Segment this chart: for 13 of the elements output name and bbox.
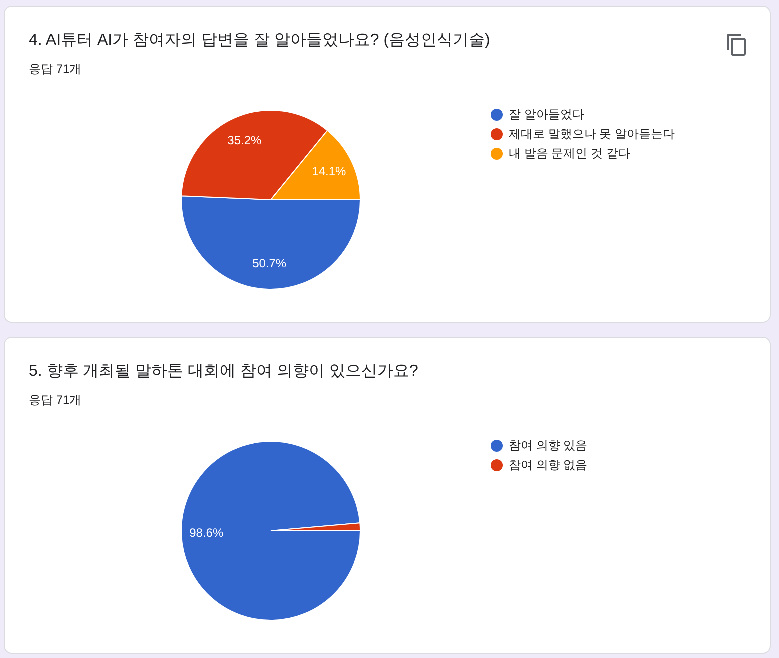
legend-label: 제대로 말했으나 못 알아듣는다 [509, 126, 676, 141]
data-label: 98.6% [190, 526, 224, 540]
text: 응답 71개 [29, 392, 82, 408]
legend-label: 참여 의향 없음 [509, 458, 588, 472]
chart-title: 4. AI튜터 AI가 참여자의 답변을 잘 알아들었나요? (음성인식기술) [29, 31, 490, 51]
text: 응답 71개 [29, 61, 82, 77]
chart-title: 5. 향후 개최될 말하톤 대회에 참여 의향이 있으신가요? [29, 362, 418, 382]
legend-label: 내 발음 문제인 것 같다 [509, 146, 630, 160]
legend-label: 잘 알아들었다 [509, 107, 584, 122]
data-label: 35.2% [228, 134, 262, 148]
legend-label: 참여 의향 있음 [509, 438, 588, 452]
data-label: 50.7% [252, 256, 287, 271]
data-label: 14.1% [312, 164, 347, 179]
